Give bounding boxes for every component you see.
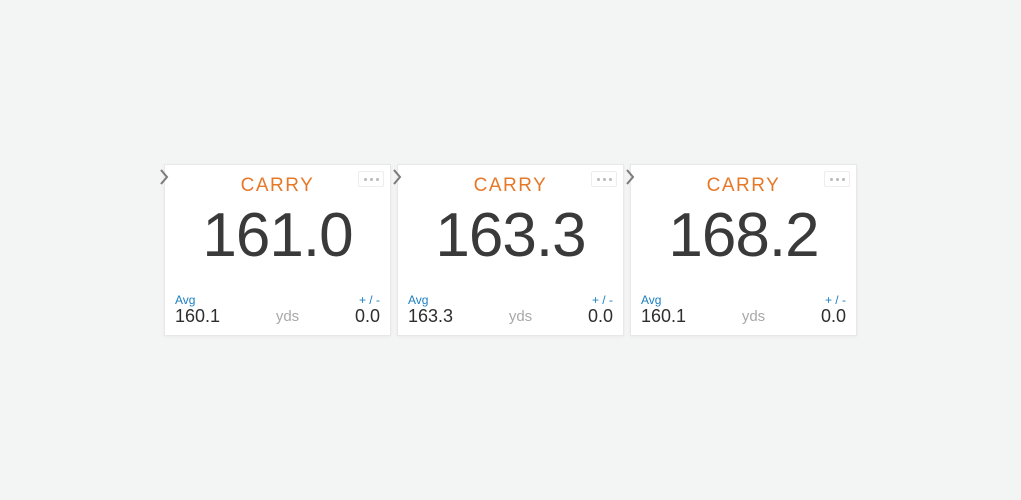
dot-icon bbox=[836, 178, 839, 181]
plus-minus-block: + / - 0.0 bbox=[821, 294, 846, 327]
prev-chevron-button[interactable] bbox=[389, 165, 405, 189]
plus-minus-block: + / - 0.0 bbox=[588, 294, 613, 327]
tile-menu-button[interactable] bbox=[824, 171, 850, 187]
metric-footer: Avg 163.3 yds + / - 0.0 bbox=[408, 294, 613, 327]
dot-icon bbox=[597, 178, 600, 181]
metric-footer: Avg 160.1 yds + / - 0.0 bbox=[175, 294, 380, 327]
dot-icon bbox=[603, 178, 606, 181]
chevron-right-icon bbox=[159, 169, 169, 185]
metric-tile: CARRY 161.0 Avg 160.1 yds + / - 0.0 bbox=[164, 164, 391, 336]
avg-value: 163.3 bbox=[408, 307, 453, 327]
unit-label: yds bbox=[509, 308, 532, 327]
prev-chevron-button[interactable] bbox=[622, 165, 638, 189]
metric-value: 161.0 bbox=[165, 203, 390, 268]
chevron-right-icon bbox=[392, 169, 402, 185]
avg-block: Avg 163.3 bbox=[408, 294, 453, 327]
metric-value: 163.3 bbox=[398, 203, 623, 268]
metric-title: CARRY bbox=[631, 165, 856, 197]
unit-label: yds bbox=[276, 308, 299, 327]
avg-block: Avg 160.1 bbox=[175, 294, 220, 327]
tile-menu-button[interactable] bbox=[591, 171, 617, 187]
dot-icon bbox=[609, 178, 612, 181]
avg-value: 160.1 bbox=[641, 307, 686, 327]
dot-icon bbox=[842, 178, 845, 181]
avg-value: 160.1 bbox=[175, 307, 220, 327]
metric-tile: CARRY 168.2 Avg 160.1 yds + / - 0.0 bbox=[630, 164, 857, 336]
metric-tile: CARRY 163.3 Avg 163.3 yds + / - 0.0 bbox=[397, 164, 624, 336]
chevron-right-icon bbox=[625, 169, 635, 185]
avg-block: Avg 160.1 bbox=[641, 294, 686, 327]
plus-minus-value: 0.0 bbox=[355, 307, 380, 327]
dot-icon bbox=[376, 178, 379, 181]
plus-minus-value: 0.0 bbox=[821, 307, 846, 327]
metric-title: CARRY bbox=[165, 165, 390, 197]
plus-minus-value: 0.0 bbox=[588, 307, 613, 327]
metric-footer: Avg 160.1 yds + / - 0.0 bbox=[641, 294, 846, 327]
metric-title: CARRY bbox=[398, 165, 623, 197]
unit-label: yds bbox=[742, 308, 765, 327]
tile-menu-button[interactable] bbox=[358, 171, 384, 187]
dot-icon bbox=[364, 178, 367, 181]
plus-minus-block: + / - 0.0 bbox=[355, 294, 380, 327]
dot-icon bbox=[830, 178, 833, 181]
metric-value: 168.2 bbox=[631, 203, 856, 268]
metric-tile-row: CARRY 161.0 Avg 160.1 yds + / - 0.0 CARR… bbox=[164, 164, 857, 336]
dot-icon bbox=[370, 178, 373, 181]
prev-chevron-button[interactable] bbox=[156, 165, 172, 189]
